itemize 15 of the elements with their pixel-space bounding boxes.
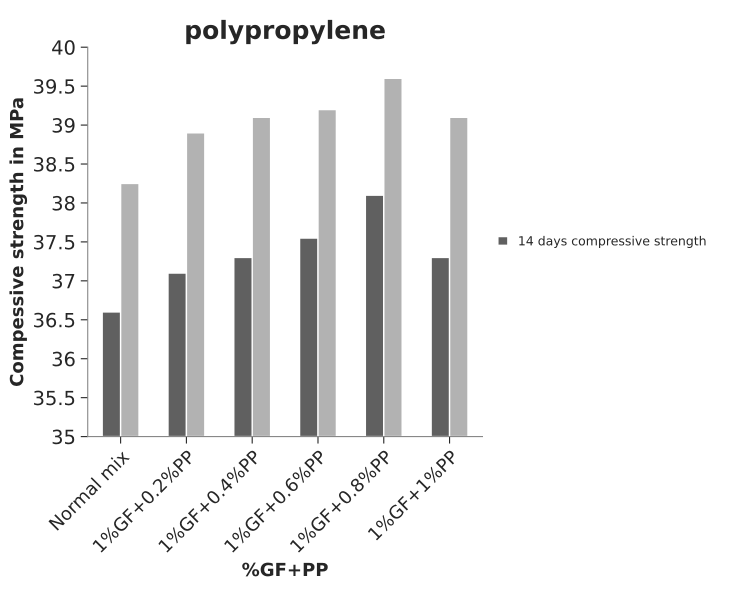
y-tick-label: 35 (52, 430, 74, 444)
y-tick-label: 38 (52, 196, 75, 211)
y-tick-label: 38.5 (34, 156, 74, 172)
legend-label: 14 days compressive strength (519, 236, 706, 248)
y-axis-title: Compessive strength in MPa (9, 98, 28, 386)
chart-title: polypropylene (186, 20, 385, 44)
y-tick-label: 37.5 (34, 234, 74, 250)
y-tick-label: 39 (52, 118, 75, 133)
y-tick-label: 40 (52, 40, 75, 55)
x-axis-title: %GF+PP (242, 562, 328, 576)
y-tick-label: 35.5 (34, 390, 74, 406)
y-tick-label: 36.5 (34, 312, 74, 328)
y-tick-label: 36 (52, 352, 75, 366)
y-tick-label: 37 (52, 274, 74, 289)
y-tick-label: 39.5 (34, 79, 74, 94)
